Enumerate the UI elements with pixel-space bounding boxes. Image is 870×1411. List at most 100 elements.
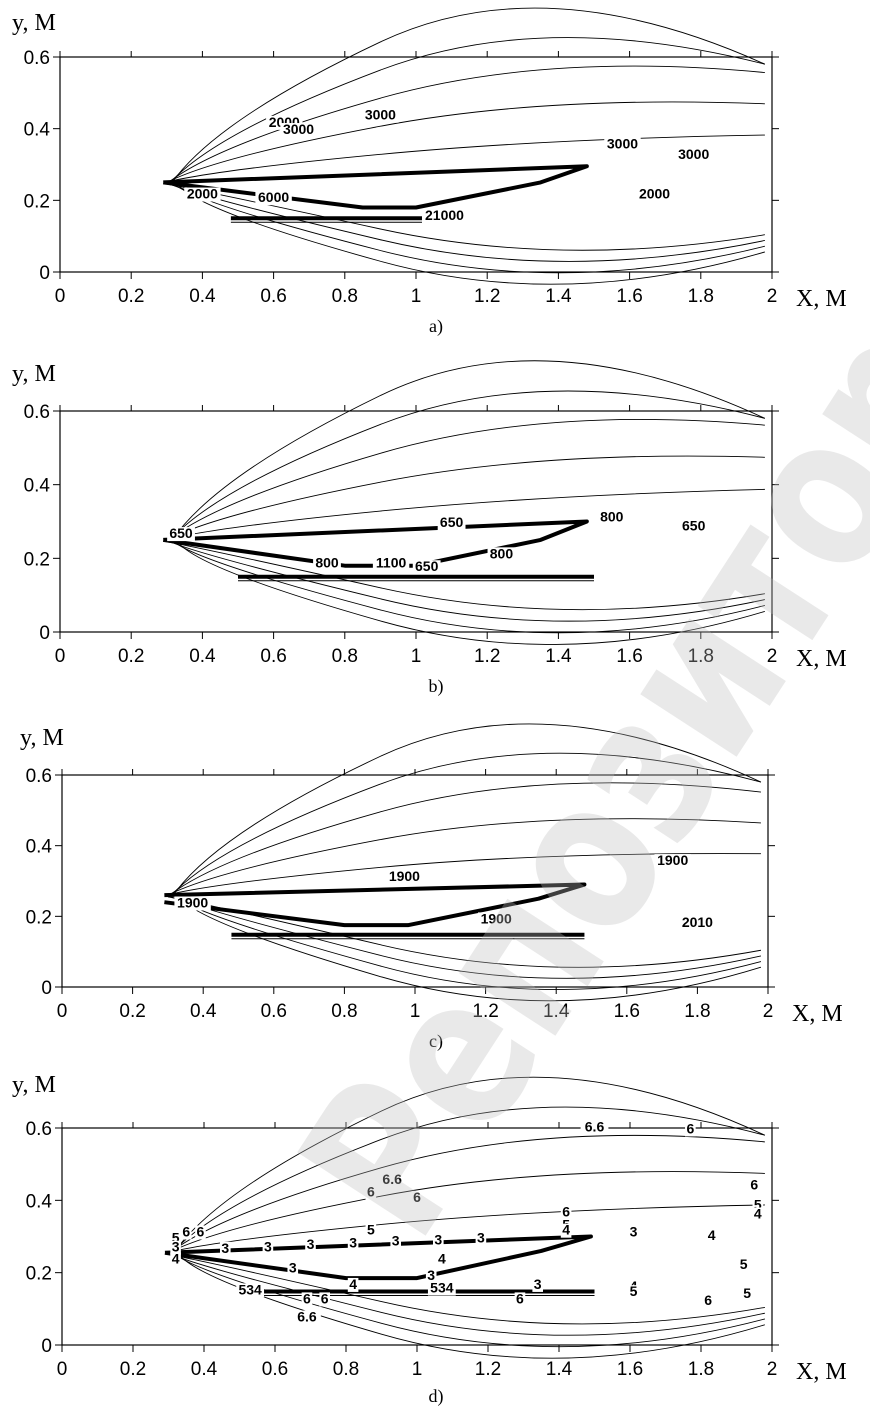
x-tick-label: 1 (412, 1359, 423, 1380)
contour-label: 6 (182, 1224, 190, 1240)
contour-label-bg (636, 187, 673, 202)
x-tick-label: 0.8 (332, 646, 358, 667)
panel-caption: a) (429, 316, 443, 337)
x-tick-label: 0.8 (331, 1001, 357, 1022)
x-tick-label: 2 (767, 646, 778, 667)
contour-label-bg (195, 1225, 206, 1240)
contour-label-bg (301, 1292, 313, 1307)
contour-line-lower (178, 896, 762, 1002)
contour-label: 5 (630, 1283, 638, 1299)
contour-label-bg (319, 1292, 330, 1307)
contour-label: 6 (704, 1292, 712, 1308)
x-tick-label: 1.2 (472, 1001, 498, 1022)
contour-label: 3 (264, 1239, 272, 1255)
contour-label: 5 (172, 1230, 180, 1246)
x-tick-label: 0 (57, 1359, 68, 1380)
contour-line-lower (167, 896, 762, 968)
x-tick-label: 0 (55, 286, 66, 307)
contour-label-bg (390, 1234, 401, 1249)
y-axis-title: y, M (12, 361, 56, 387)
x-tick-label: 0.8 (332, 286, 358, 307)
contour-label: 3 (221, 1240, 229, 1256)
contour-label: 4 (349, 1276, 357, 1292)
x-tick-label: 0.6 (262, 1359, 288, 1380)
x-tick-label: 1.8 (688, 1359, 714, 1380)
contour-label-bg (313, 556, 341, 571)
contour-label-bg (685, 1122, 696, 1137)
x-axis-title: X, M (796, 646, 847, 672)
contour-label: 3 (289, 1260, 297, 1276)
contour-line-upper (166, 1204, 765, 1254)
y-tick-label: 0.2 (24, 549, 50, 570)
contour-label-bg (412, 560, 441, 575)
y-tick-label: 0.4 (26, 837, 53, 858)
contour-label: 6.6 (585, 1119, 605, 1135)
contour-label-bg (362, 108, 399, 123)
contour-label: 6 (750, 1176, 758, 1192)
contour-label-bg (170, 1240, 181, 1255)
contour-label: 3 (349, 1234, 357, 1250)
x-tick-label: 1 (411, 646, 422, 667)
contour-label: 21000 (425, 207, 464, 223)
contour-label: 3000 (678, 146, 709, 162)
plot-frame (61, 1127, 773, 1346)
contour-label-bg (170, 1231, 181, 1246)
contour-label-bg (184, 187, 221, 202)
panel-caption: d) (429, 1386, 444, 1407)
y-tick-label: 0.4 (24, 120, 51, 141)
contour-label-bg (167, 527, 195, 542)
contour-label-bg (475, 1231, 487, 1246)
contour-line-upper (171, 360, 766, 541)
contour-line-lower (171, 1254, 765, 1336)
contour-label-bg (411, 1191, 423, 1206)
x-tick-label: 0 (57, 1001, 68, 1022)
contour-label-bg (560, 1223, 572, 1238)
y-axis-title: y, M (20, 725, 64, 751)
contour-label: 5 (367, 1222, 375, 1238)
contour-line-upper (170, 37, 765, 183)
contour-label: 2000 (639, 186, 670, 202)
contour-line-upper (169, 782, 761, 896)
y-axis-title: y, M (12, 10, 56, 36)
contour-label: 1900 (389, 868, 420, 884)
contour-line-upper (166, 101, 765, 183)
x-tick-label: 2 (767, 1359, 778, 1380)
y-tick-label: 0.2 (26, 907, 52, 928)
contour-label: 6 (197, 1224, 205, 1240)
contour-label: 3 (477, 1230, 485, 1246)
contour-label: 6 (686, 1120, 694, 1136)
panel-caption: c) (429, 1031, 443, 1052)
contour-label-bg (386, 870, 423, 884)
contour-label: 5 (740, 1256, 748, 1272)
contour-label: 3 (392, 1233, 400, 1249)
contour-label: 6 (321, 1290, 329, 1306)
contour-panel-4: 0 0.2 0.4 0.6 0.8 1 1.2 1.4 1.6 1.8 2 0 0.2 0.4 0.6 X, … (12, 1072, 847, 1407)
contour-label: 650 (440, 514, 464, 530)
contour-label-bg (174, 896, 211, 911)
contour-label: 3 (427, 1267, 435, 1283)
contour-label: 4 (754, 1205, 762, 1221)
contour-line-lower (178, 1254, 766, 1359)
contour-line-lower (174, 896, 762, 990)
contour-line-lower (177, 183, 766, 285)
contour-label: 800 (490, 545, 514, 561)
contour-label: 6.6 (382, 1171, 402, 1187)
contour-label: 800 (315, 555, 339, 571)
contour-panel-3: 0 0.2 0.4 0.6 0.8 1 1.2 1.4 1.6 1.8 2 0 0.2 0.4 0.6 X, … (20, 723, 843, 1052)
x-tick-label: 2 (767, 286, 778, 307)
contour-label-bg (365, 1223, 377, 1238)
contour-label-bg (280, 123, 317, 138)
contour-label: 6 (303, 1290, 311, 1306)
contour-line-upper (168, 65, 765, 183)
contour-line-upper (172, 723, 762, 896)
contour-label-bg (752, 1207, 764, 1222)
x-tick-label: 1.8 (688, 646, 714, 667)
body-outline (162, 164, 589, 210)
contour-label-bg (738, 1258, 749, 1273)
x-tick-label: 1.8 (684, 1001, 710, 1022)
contour-label: 1900 (481, 910, 512, 926)
contour-line-lower (166, 541, 765, 611)
x-tick-label: 0.2 (120, 1359, 146, 1380)
y-tick-label: 0.6 (26, 1119, 52, 1140)
